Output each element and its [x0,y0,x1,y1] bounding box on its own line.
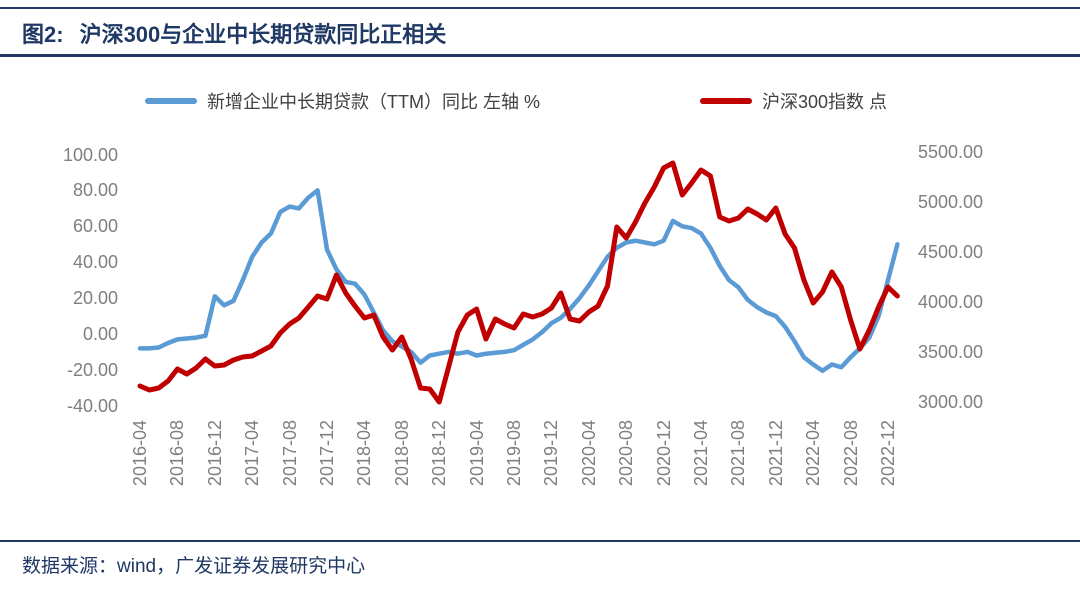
x-axis-tick: 2020-08 [616,420,637,487]
figure-title: 图2: 沪深300与企业中长期贷款同比正相关 [22,17,446,49]
right-axis-tick: 3000.00 [918,392,984,412]
x-axis-tick: 2020-12 [653,420,674,487]
x-axis-tick: 2018-12 [429,420,450,487]
footer-divider [0,540,1080,542]
x-axis-tick: 2022-04 [803,420,824,487]
right-axis-tick: 3500.00 [918,342,984,362]
left-axis-tick: 80.00 [72,180,118,201]
right-axis-tick: 4000.00 [918,292,984,312]
x-axis-tick: 2020-04 [578,420,599,487]
top-divider [0,7,1080,9]
left-axis-tick: 20.00 [72,288,118,309]
left-axis-tick: 40.00 [72,252,118,273]
legend-item-loan: 新增企业中长期贷款（TTM）同比 左轴 % [145,89,540,113]
x-axis-tick: 2018-04 [354,420,375,487]
x-axis-tick: 2016-08 [167,420,188,487]
x-axis-tick: 2022-08 [840,420,861,487]
left-axis-tick: 60.00 [72,216,118,237]
page-title: 沪深300与企业中长期贷款同比正相关 [79,22,447,47]
loan-yoy-line [137,188,900,374]
right-axis-tick: 5000.00 [918,192,984,212]
x-axis-tick: 2017-04 [242,420,263,487]
loan-line-swatch-icon [145,98,197,104]
csi300-index-line [137,160,900,405]
left-axis-tick: 100.00 [62,144,118,165]
x-axis-tick: 2019-08 [504,420,524,487]
legend-item-index: 沪深300指数 点 [700,89,887,113]
x-axis-tick: 2021-12 [765,420,786,487]
right-axis-tick: 4500.00 [918,242,984,262]
left-axis-tick: -20.00 [66,359,118,380]
right-axis-tick: 5500.00 [918,142,984,162]
title-divider [0,54,1080,57]
legend-label-loan: 新增企业中长期贷款（TTM）同比 左轴 % [207,92,540,112]
x-axis-tick: 2017-12 [317,420,337,487]
left-axis-tick: 0.00 [82,324,118,344]
x-axis-tick: 2022-12 [878,420,898,487]
x-axis-tick: 2021-08 [728,420,749,487]
left-axis-tick: -40.00 [66,395,118,416]
data-source-note: 数据来源：wind，广发证券发展研究中心 [22,556,366,577]
index-line-swatch-icon [700,98,752,104]
x-axis-tick: 2017-08 [279,420,300,487]
x-axis-tick: 2021-04 [691,420,711,487]
figure-number: 图2: [22,22,64,47]
x-axis-tick: 2016-12 [204,420,225,487]
x-axis-tick: 2019-12 [541,420,562,487]
x-axis-tick: 2016-04 [130,420,150,487]
legend-label-index: 沪深300指数 点 [762,92,888,112]
x-axis-tick: 2019-04 [466,420,487,487]
x-axis-tick: 2018-08 [391,420,412,487]
